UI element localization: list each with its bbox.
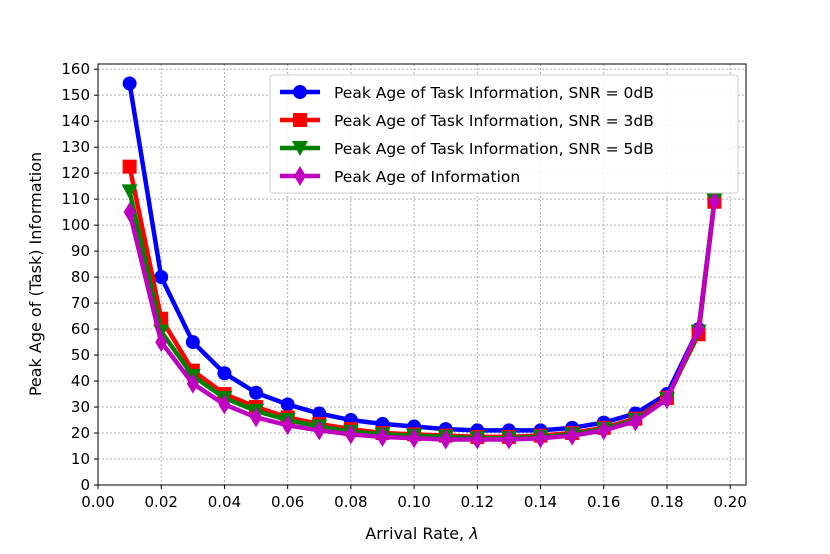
data-point-circle [154,270,169,285]
y-tick-label: 100 [61,216,90,234]
data-point-diamond [534,428,547,449]
data-point-square [293,113,307,127]
y-axis-label: Peak Age of (Task) Information [26,152,45,396]
y-tick-label: 130 [61,138,90,156]
y-tick-label: 0 [80,476,90,494]
y-tick-label: 90 [71,242,90,260]
legend-label: Peak Age of Information [334,168,520,186]
data-point-diamond [218,394,231,415]
y-tick-label: 110 [61,190,90,208]
data-point-diamond [708,191,721,212]
x-tick-label: 0.14 [524,493,557,511]
data-point-circle [217,366,232,381]
data-point-circle [293,85,307,99]
data-point-diamond [566,425,579,446]
y-tick-label: 150 [61,86,90,104]
series-4 [123,191,721,450]
legend-item: Peak Age of Task Information, SNR = 5dB [280,140,654,158]
series-line [127,201,717,442]
legend-label: Peak Age of Task Information, SNR = 3dB [334,112,654,130]
data-point-square [122,159,137,174]
y-tick-label: 80 [71,268,90,286]
data-point-diamond [186,373,199,394]
y-tick-label: 70 [71,294,90,312]
x-tick-label: 0.08 [334,493,367,511]
data-point-diamond [155,332,168,353]
legend-box [269,74,739,194]
data-point-diamond [660,389,673,410]
x-tick-label: 0.04 [208,493,241,511]
series-2 [122,159,722,444]
data-point-diamond [408,428,421,449]
legend-label: Peak Age of Task Information, SNR = 5dB [334,140,654,158]
y-tick-label: 30 [71,398,90,416]
plot-frame [97,63,747,486]
data-point-diamond [439,429,452,450]
data-point-diamond [123,202,136,223]
data-point-diamond [313,420,326,441]
x-axis-label: Arrival Rate, λ [365,524,478,543]
x-tick-label: 0.16 [587,493,620,511]
x-tick-label: 0.02 [145,493,178,511]
legend-item: Peak Age of Task Information, SNR = 0dB [280,84,654,102]
x-tick-label: 0.00 [81,493,114,511]
data-point-circle [280,397,295,412]
data-point-diamond [281,415,294,436]
x-tick-label: 0.18 [650,493,683,511]
y-tick-label: 10 [71,450,90,468]
data-point-triangle [121,184,138,200]
y-tick-label: 140 [61,112,90,130]
data-point-circle [185,335,200,350]
x-tick-label: 0.06 [271,493,304,511]
data-point-diamond [471,429,484,450]
data-point-diamond [692,319,705,340]
legend-item: Peak Age of Information [280,166,520,186]
y-tick-label: 50 [71,346,90,364]
legend-item: Peak Age of Task Information, SNR = 3dB [280,112,654,130]
data-point-diamond [344,424,357,445]
data-point-diamond [250,407,263,428]
data-point-diamond [294,166,306,186]
data-point-circle [249,385,264,400]
data-point-diamond [376,426,389,447]
y-tick-label: 160 [61,60,90,78]
legend: Peak Age of Task Information, SNR = 0dB P… [269,74,739,194]
data-point-triangle [292,141,308,156]
y-tick-label: 60 [71,320,90,338]
legend-label: Peak Age of Task Information, SNR = 0dB [334,84,654,102]
y-tick-label: 120 [61,164,90,182]
y-tick-label: 20 [71,424,90,442]
x-tick-label: 0.10 [397,493,430,511]
x-tick-label: 0.12 [461,493,494,511]
data-point-diamond [597,420,610,441]
data-point-diamond [502,429,515,450]
series-line [127,166,717,440]
axis-ticks: 0.00 0.02 0.04 0.06 0.08 0.10 0.12 0.14 0.16 0.18… [61,60,747,511]
series-layer [121,76,723,450]
x-tick-label: 0.20 [713,493,746,511]
data-point-diamond [629,411,642,432]
data-point-circle [122,76,137,91]
y-tick-label: 40 [71,372,90,390]
